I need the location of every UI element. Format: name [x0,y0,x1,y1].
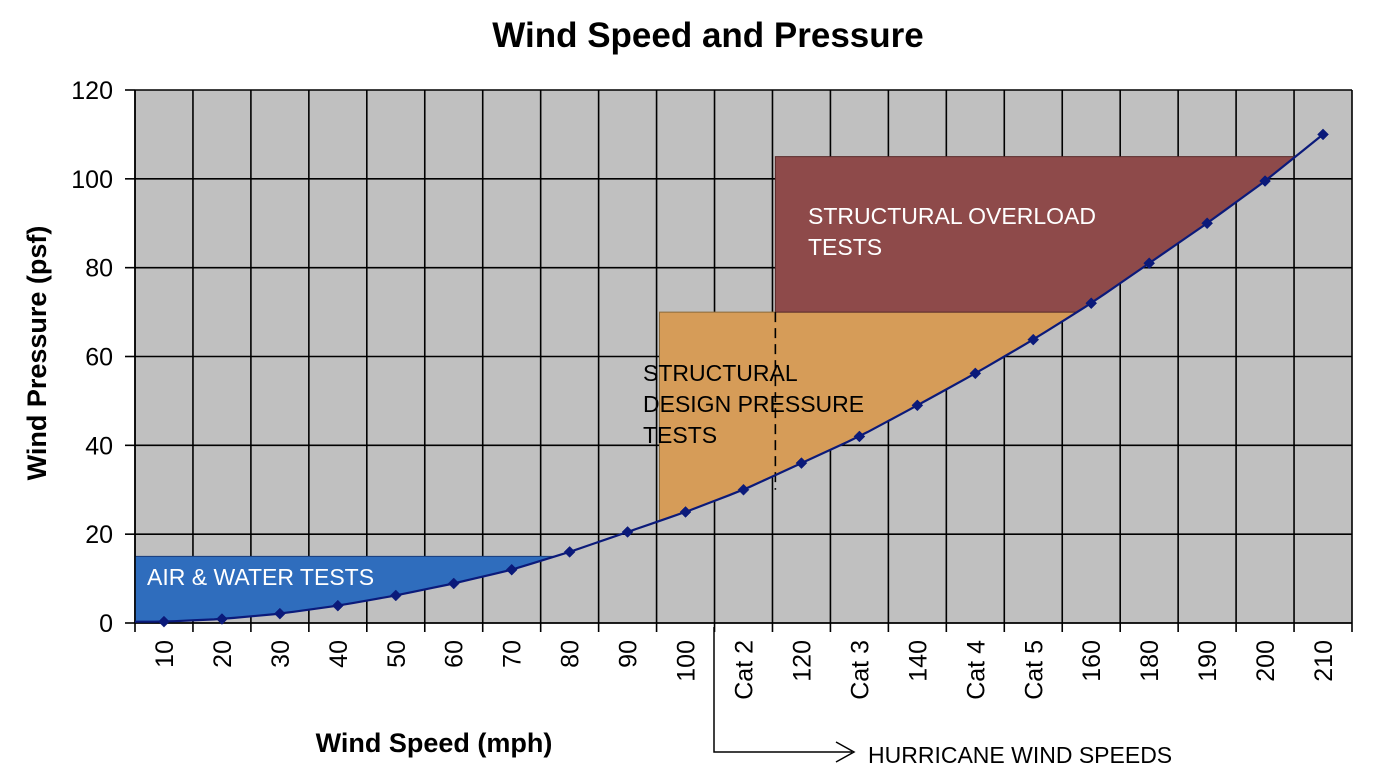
data-point [795,457,808,469]
data-point [1201,217,1213,230]
data-point [216,613,228,625]
x-tick-label: 120 [788,640,816,682]
y-axis-label: Wind Pressure (psf) [22,226,52,481]
x-tick-label: 100 [673,640,701,682]
x-tick-label: 160 [1078,640,1106,682]
x-tick-label: 60 [441,640,469,668]
x-tick-label: Cat 4 [962,640,990,700]
y-tick-label: 80 [85,255,113,283]
x-tick-label: 20 [209,640,237,668]
region-label: AIR & WATER TESTS [147,564,374,590]
x-axis-label: Wind Speed (mph) [316,728,553,758]
data-point [389,589,402,602]
data-point [505,563,518,576]
data-point [679,506,692,518]
data-point [969,367,982,380]
x-tick-label: 50 [383,640,411,668]
x-tick-label: 190 [1194,640,1222,682]
data-point [1085,297,1098,310]
x-tick-label: Cat 2 [731,640,759,700]
y-tick-label: 100 [71,166,113,194]
gridlines [134,89,1353,624]
data-points [158,128,1329,628]
region-label: TESTS [643,422,717,448]
y-tick-label: 40 [85,432,113,460]
x-tick-label: 70 [499,640,527,668]
data-point [1143,257,1156,270]
data-point [331,599,344,612]
x-tick-label: Cat 5 [1020,640,1048,700]
region-labels: AIR & WATER TESTS STRUCTURAL DESIGN PRESSU… [147,203,1096,590]
y-axis: 0 20 40 60 80 100 120 [71,77,136,638]
x-tick-label: 180 [1136,640,1164,682]
data-point [621,526,634,538]
data-point [447,577,460,590]
x-tick-label: 210 [1310,640,1338,682]
x-tick-label: Cat 3 [846,640,874,700]
y-tick-label: 0 [99,610,113,638]
x-tick-label: 90 [615,640,643,668]
data-point [1317,128,1329,141]
hurricane-arrow-icon [835,741,856,763]
data-point [158,615,170,628]
y-tick-label: 20 [85,521,113,549]
hurricane-bracket [713,627,852,753]
data-point [563,546,576,558]
x-tick-label: 30 [267,640,295,668]
data-point [911,399,924,412]
region-label: TESTS [808,234,882,260]
region-label: STRUCTURAL OVERLOAD [808,203,1096,229]
region-label: DESIGN PRESSURE [643,391,864,417]
data-point [274,607,286,620]
data-point [853,430,866,443]
hurricane-annotation: HURRICANE WIND SPEEDS [713,627,1172,768]
y-tick-label: 120 [71,77,113,105]
x-axis: 10 20 30 40 50 60 70 80 90 100 Cat 2 120 Cat 3 140 Cat… [134,622,1353,700]
chart-title: Wind Speed and Pressure [492,16,923,55]
data-point [737,483,750,496]
x-tick-label: 200 [1252,640,1280,682]
x-tick-label: 80 [557,640,585,668]
x-tick-label: 40 [325,640,353,668]
data-point [1027,333,1040,346]
data-point [1259,175,1271,187]
x-tick-label: 10 [151,640,179,668]
x-tick-label: 140 [904,640,932,682]
hurricane-label: HURRICANE WIND SPEEDS [868,742,1172,768]
y-tick-label: 60 [85,344,113,372]
region-label: STRUCTURAL [643,360,798,386]
